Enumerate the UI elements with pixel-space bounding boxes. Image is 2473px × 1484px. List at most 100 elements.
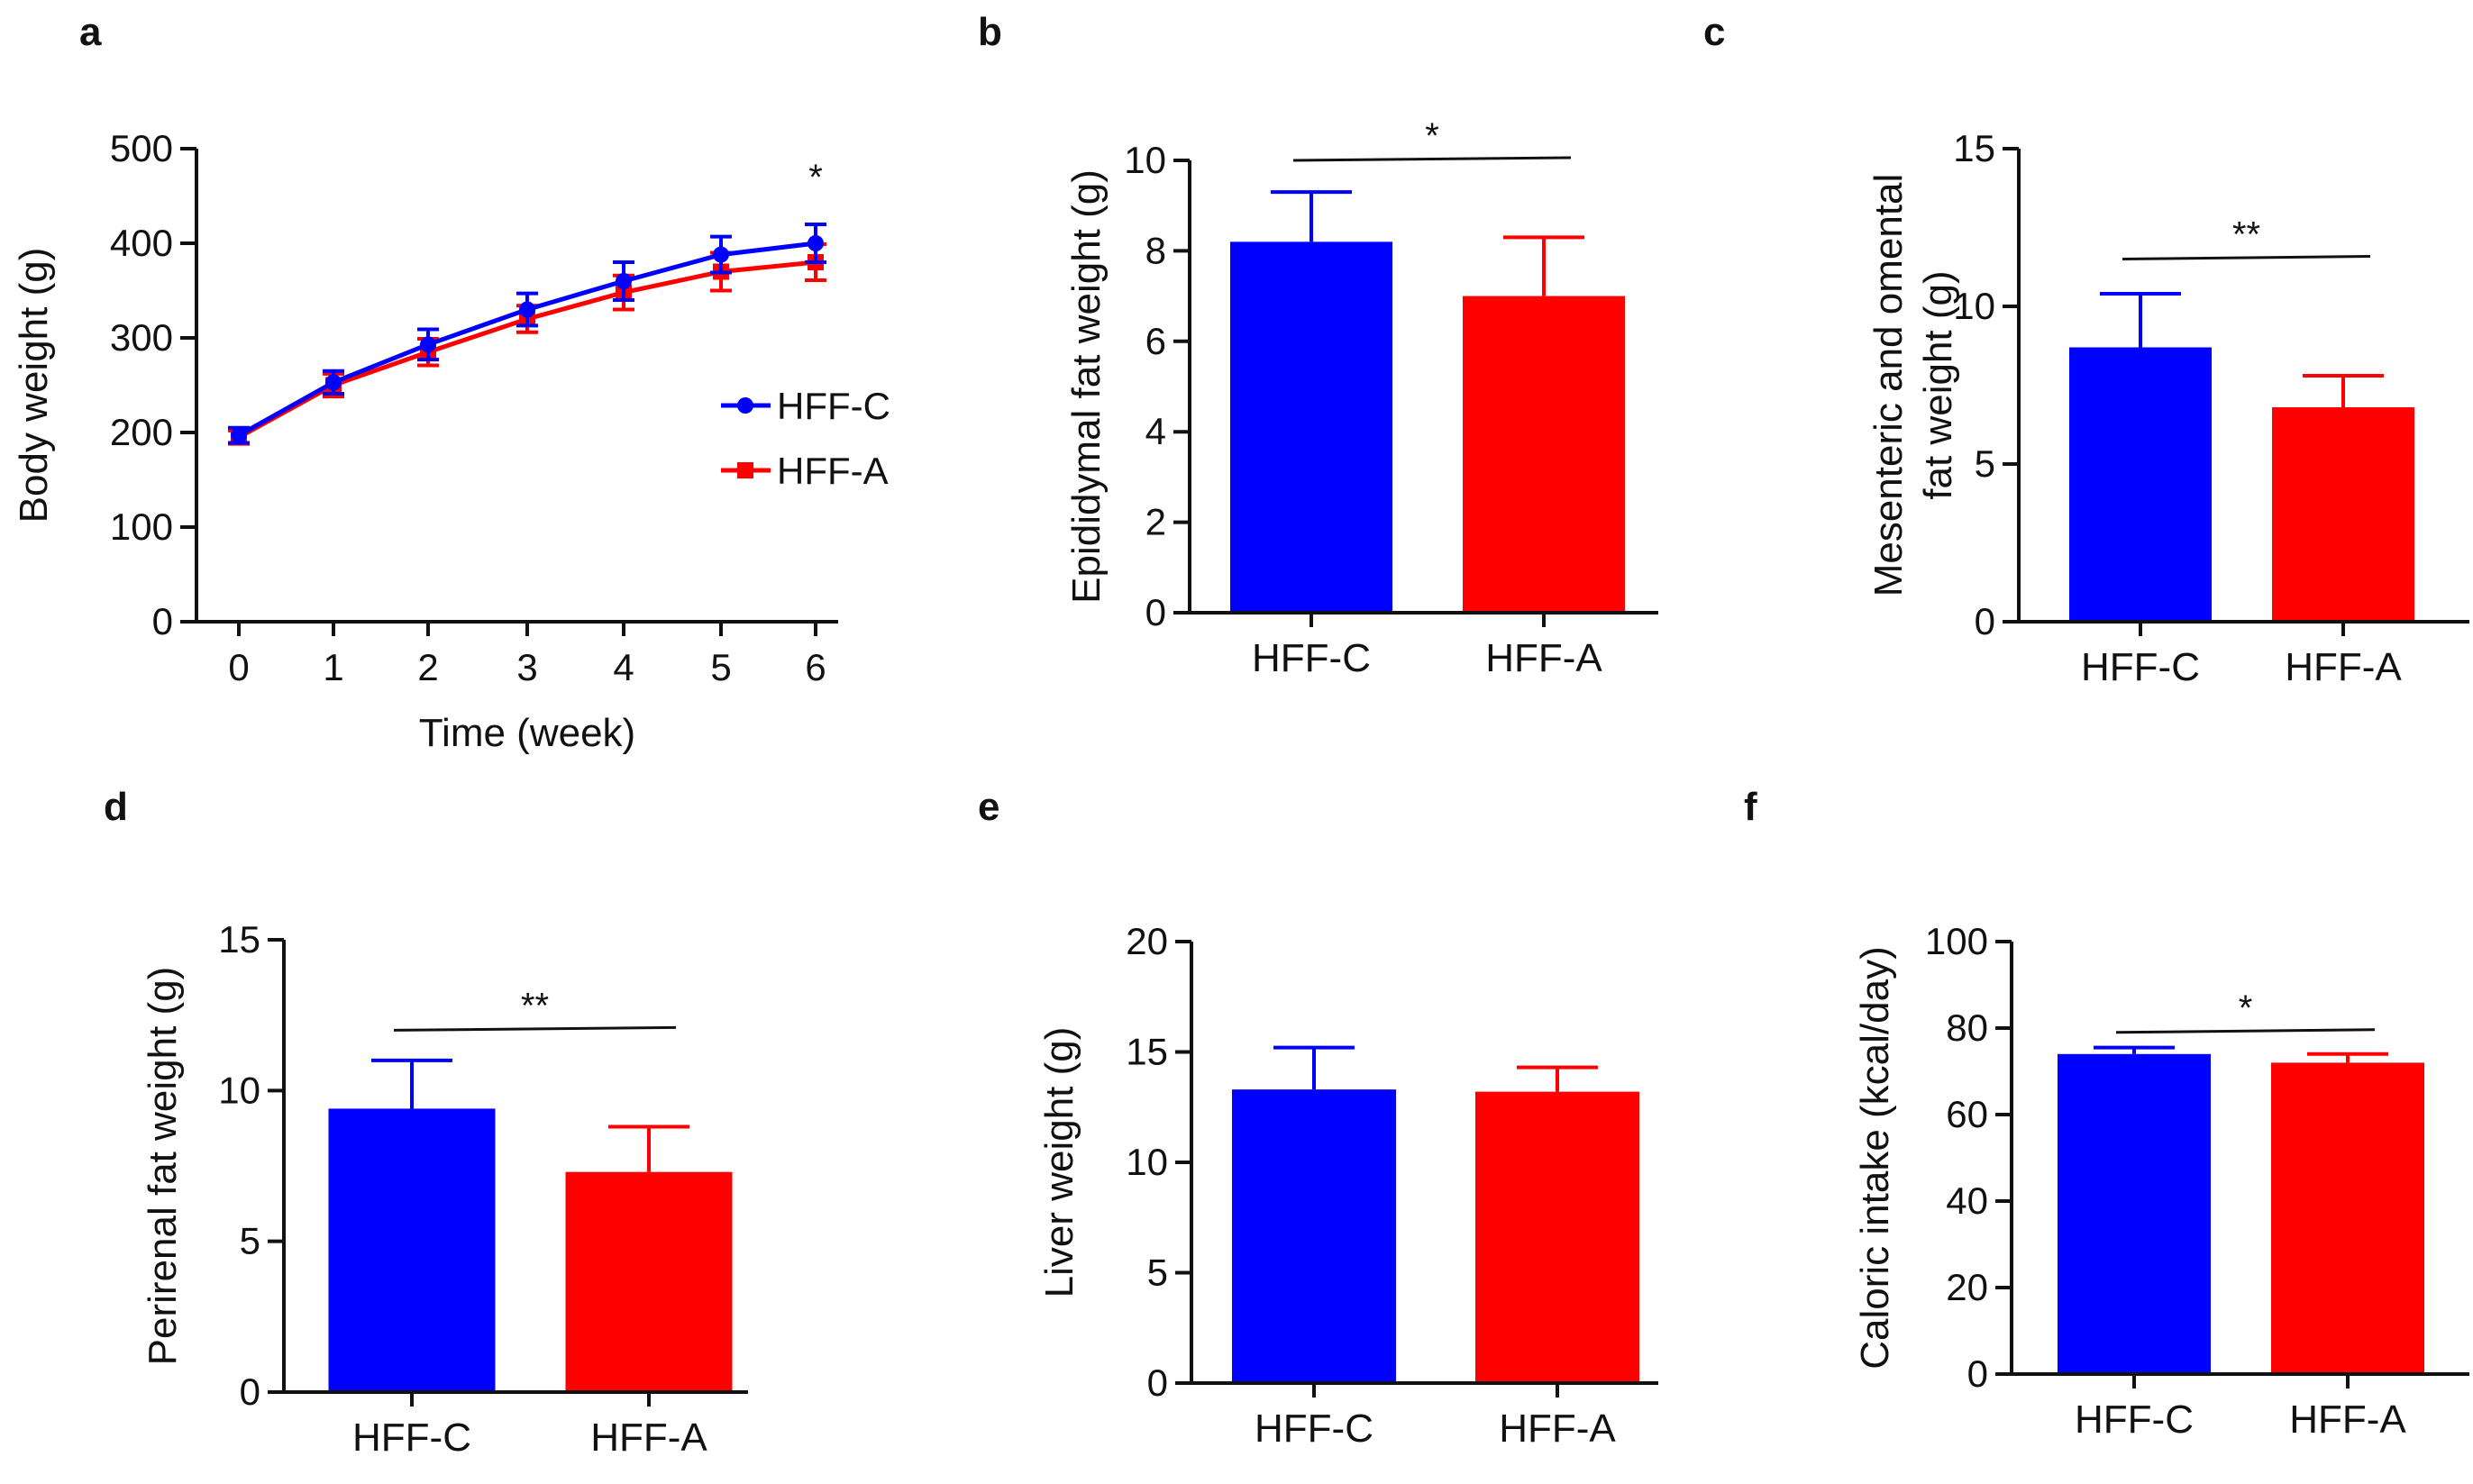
y-tick-label: 0 bbox=[1967, 1352, 1988, 1395]
bar-hff-c bbox=[1230, 241, 1392, 613]
bar-hff-a bbox=[565, 1171, 733, 1392]
panel-letter: c bbox=[1703, 10, 1725, 54]
panel-letter: a bbox=[79, 10, 102, 54]
y-tick-label: 0 bbox=[152, 600, 173, 642]
y-tick-label: 60 bbox=[1946, 1093, 1988, 1135]
y-tick-label: 400 bbox=[110, 222, 173, 264]
y-tick-label: 100 bbox=[110, 505, 173, 548]
x-tick-label: 1 bbox=[323, 646, 343, 688]
y-tick-label: 2 bbox=[1145, 501, 1166, 543]
x-tick-label: HFF-A bbox=[1485, 636, 1602, 680]
panel-f: f Caloric intake (kcal/day) HFF-C HFF-A 0 20 4… bbox=[1744, 785, 2469, 1442]
panel-e: e Liver weight (g) HFF-C HFF-A 0 5 10 15 20 bbox=[978, 785, 1658, 1451]
bar-hff-c bbox=[1232, 1089, 1396, 1383]
y-tick-label: 0 bbox=[240, 1370, 260, 1413]
x-tick-label: 4 bbox=[613, 646, 634, 688]
bar-hff-a bbox=[2272, 407, 2414, 622]
x-tick-label: HFF-C bbox=[1255, 1407, 1373, 1451]
data-point bbox=[420, 336, 436, 353]
significance-label: * bbox=[1425, 116, 1439, 156]
significance-label: ** bbox=[521, 986, 549, 1025]
y-tick-label: 5 bbox=[1975, 442, 1995, 485]
legend: HFF-C HFF-A bbox=[721, 385, 890, 492]
y-tick-label: 200 bbox=[110, 411, 173, 453]
y-tick-label: 100 bbox=[1925, 920, 1988, 962]
y-axis-title: Perirenal fat weight (g) bbox=[141, 967, 185, 1366]
y-axis-title: Body weight (g) bbox=[12, 248, 56, 523]
panel-letter: e bbox=[978, 785, 999, 829]
bar-hff-a bbox=[1463, 296, 1625, 613]
data-point bbox=[808, 235, 824, 251]
y-tick-label: 20 bbox=[1946, 1266, 1988, 1308]
y-tick-label: 0 bbox=[1975, 600, 1995, 642]
bar-hff-a bbox=[1475, 1091, 1639, 1383]
x-tick-label: HFF-C bbox=[2081, 645, 2200, 689]
bar-hff-a bbox=[2271, 1062, 2424, 1374]
data-point bbox=[231, 427, 247, 444]
x-tick-label: HFF-A bbox=[1499, 1407, 1616, 1451]
y-axis-title: Liver weight (g) bbox=[1037, 1027, 1081, 1298]
x-tick-label: 2 bbox=[417, 646, 438, 688]
significance-bracket bbox=[393, 1025, 677, 1032]
y-tick-label: 40 bbox=[1946, 1179, 1988, 1222]
y-tick-label: 15 bbox=[218, 918, 260, 961]
bar-hff-c bbox=[2069, 347, 2212, 622]
legend-marker bbox=[737, 462, 753, 478]
x-tick-label: 0 bbox=[228, 646, 249, 688]
significance-label: * bbox=[808, 158, 823, 197]
y-tick-label: 15 bbox=[1953, 127, 1995, 169]
legend-label: HFF-A bbox=[777, 450, 889, 492]
y-axis-title-line1: Mesenteric and omental bbox=[1866, 174, 1911, 597]
x-tick-label: HFF-C bbox=[2075, 1398, 2194, 1442]
significance-label: ** bbox=[2232, 215, 2260, 255]
y-tick-label: 10 bbox=[218, 1069, 260, 1111]
y-tick-label: 300 bbox=[110, 316, 173, 359]
y-tick-label: 10 bbox=[1953, 285, 1995, 327]
y-tick-label: 5 bbox=[1147, 1252, 1168, 1294]
y-tick-label: 4 bbox=[1145, 410, 1166, 452]
x-tick-label: HFF-C bbox=[352, 1416, 471, 1460]
x-tick-label: HFF-A bbox=[2289, 1398, 2406, 1442]
y-tick-label: 15 bbox=[1126, 1031, 1168, 1073]
panel-letter: f bbox=[1744, 785, 1757, 829]
panel-d: d Perirenal fat weight (g) HFF-C HFF-A 0 5 10 1… bbox=[104, 785, 748, 1460]
significance-bracket bbox=[2122, 255, 2371, 260]
y-tick-label: 6 bbox=[1145, 320, 1166, 362]
x-tick-label: 5 bbox=[710, 646, 731, 688]
y-tick-label: 10 bbox=[1124, 139, 1166, 181]
significance-bracket bbox=[1292, 156, 1572, 162]
y-tick-label: 0 bbox=[1145, 591, 1166, 633]
series-hff-c bbox=[228, 223, 826, 445]
x-tick-label: 3 bbox=[516, 646, 537, 688]
x-axis-title: Time (week) bbox=[419, 711, 635, 755]
y-tick-label: 5 bbox=[240, 1220, 260, 1262]
data-point bbox=[519, 301, 535, 318]
x-tick-label: HFF-A bbox=[590, 1416, 707, 1460]
bar-hff-c bbox=[328, 1108, 496, 1392]
legend-label: HFF-C bbox=[777, 385, 890, 427]
y-tick-label: 500 bbox=[110, 127, 173, 169]
bar-hff-c bbox=[2058, 1053, 2211, 1374]
panel-b: b Epididymal fat weight (g) HFF-C HFF-A 0 2 4 6… bbox=[978, 10, 1658, 680]
data-point bbox=[616, 273, 632, 289]
legend-marker bbox=[737, 397, 753, 414]
panel-letter: d bbox=[104, 785, 128, 829]
x-tick-label: 6 bbox=[805, 646, 826, 688]
panel-a: a Body weight (g) 0 100 200 300 400 500 0 1 2 3 4 5 6 T… bbox=[12, 10, 890, 755]
y-tick-label: 20 bbox=[1126, 920, 1168, 962]
panel-c: c Mesenteric and omental fat weight (g) HFF… bbox=[1703, 10, 2469, 689]
series-line bbox=[237, 259, 817, 440]
y-tick-label: 8 bbox=[1145, 229, 1166, 271]
y-tick-label: 0 bbox=[1147, 1361, 1168, 1404]
y-tick-label: 80 bbox=[1946, 1006, 1988, 1049]
data-point bbox=[713, 246, 729, 263]
data-point bbox=[325, 374, 342, 391]
series-hff-a bbox=[228, 242, 826, 446]
y-axis-title: Caloric intake (kcal/day) bbox=[1853, 946, 1897, 1370]
y-axis-title: Epididymal fat weight (g) bbox=[1064, 169, 1109, 604]
y-axis-title-line2: fat weight (g) bbox=[1916, 270, 1960, 499]
x-tick-label: HFF-A bbox=[2285, 645, 2402, 689]
y-tick-label: 10 bbox=[1126, 1141, 1168, 1183]
significance-bracket bbox=[2115, 1028, 2376, 1034]
